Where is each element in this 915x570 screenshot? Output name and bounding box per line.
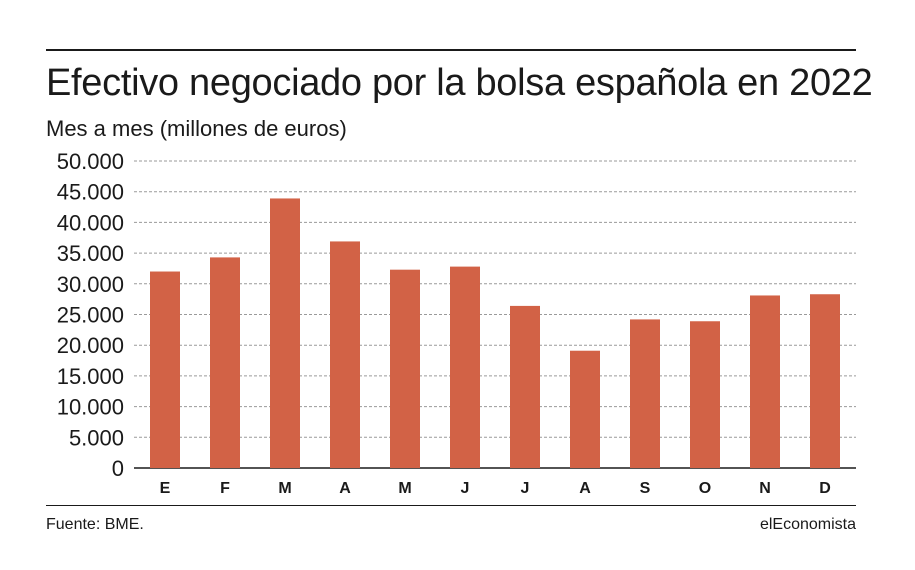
chart-title: Efectivo negociado por la bolsa española… [46,62,873,104]
bottom-rule [46,505,856,506]
x-tick-label: E [160,480,171,497]
x-tick-label: D [819,480,831,497]
y-tick-label: 0 [112,456,124,481]
x-tick-label: J [521,480,530,497]
bar-0 [150,271,180,468]
y-axis-ticks: 0 5.000 10.000 15.000 20.000 25.000 30.000 35.0… [57,149,124,481]
x-tick-label: F [220,480,230,497]
y-tick-label: 30.000 [57,272,124,297]
x-tick-label: N [759,480,771,497]
bar-4 [390,269,420,468]
y-tick-label: 35.000 [57,241,124,266]
bar-9 [690,321,720,468]
y-tick-label: 5.000 [69,425,124,450]
chart-subtitle: Mes a mes (millones de euros) [46,116,347,141]
bar-5 [450,266,480,468]
y-tick-label: 40.000 [57,210,124,235]
source-note: Fuente: BME. [46,516,144,533]
y-tick-label: 15.000 [57,364,124,389]
brand-logo-text: elEconomista [759,516,856,533]
x-tick-label: O [699,480,711,497]
bar-7 [570,350,600,468]
gridlines [134,160,856,469]
bar-6 [510,305,540,468]
top-rule [46,49,856,51]
bar-8 [630,319,660,468]
x-tick-label: M [278,480,291,497]
bars [150,198,840,469]
bar-1 [210,257,240,468]
bar-2 [270,198,300,469]
x-tick-label: A [339,480,351,497]
bar-chart: 0 5.000 10.000 15.000 20.000 25.000 30.000 35.0… [57,149,856,497]
bar-10 [750,295,780,468]
y-tick-label: 20.000 [57,333,124,358]
y-tick-label: 10.000 [57,395,124,420]
x-tick-label: J [461,480,470,497]
y-tick-label: 45.000 [57,180,124,205]
bar-11 [810,294,840,468]
y-tick-label: 25.000 [57,303,124,328]
x-tick-label: M [398,480,411,497]
x-tick-label: S [640,480,651,497]
y-tick-label: 50.000 [57,149,124,174]
bar-3 [330,241,360,468]
x-tick-label: A [579,480,591,497]
